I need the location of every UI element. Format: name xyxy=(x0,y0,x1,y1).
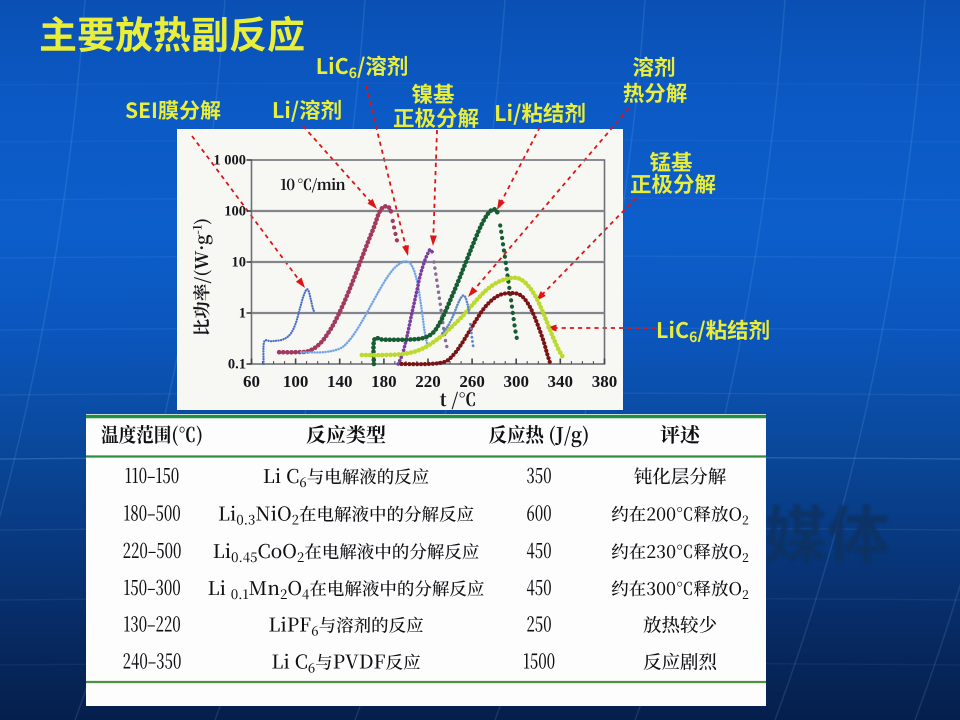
svg-text:0.1: 0.1 xyxy=(228,357,246,373)
svg-text:340: 340 xyxy=(548,372,574,391)
svg-text:1 000: 1 000 xyxy=(213,153,246,169)
svg-text:180: 180 xyxy=(371,372,397,391)
svg-text:60: 60 xyxy=(243,372,260,391)
svg-text:300: 300 xyxy=(503,372,529,391)
svg-text:380: 380 xyxy=(592,372,618,391)
svg-text:100: 100 xyxy=(224,204,246,220)
svg-text:1: 1 xyxy=(239,306,246,322)
svg-text:100: 100 xyxy=(283,372,309,391)
svg-text:220: 220 xyxy=(415,372,441,391)
svg-text:140: 140 xyxy=(327,372,353,391)
svg-text:10: 10 xyxy=(232,255,247,271)
svg-text:260: 260 xyxy=(459,372,485,391)
